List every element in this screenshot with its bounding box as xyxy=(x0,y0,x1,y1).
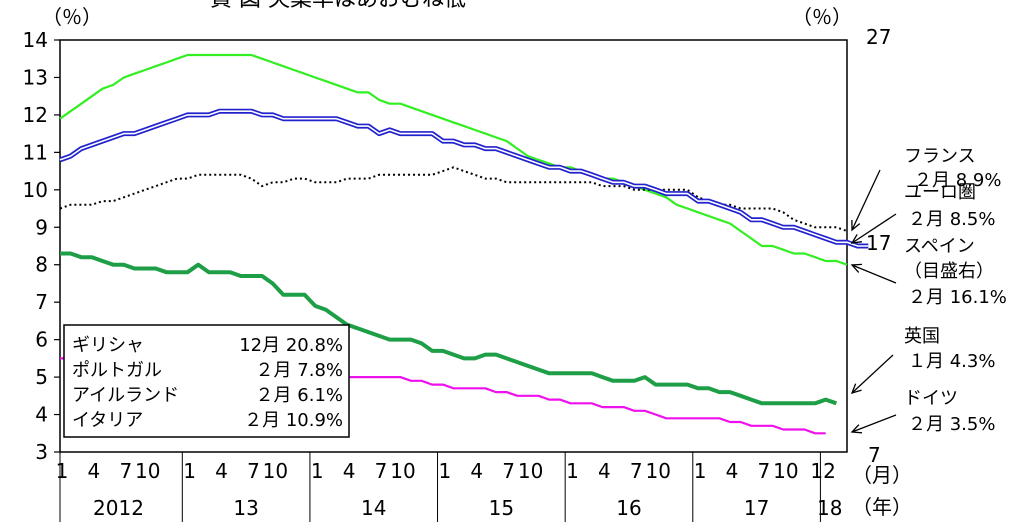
legend-frame xyxy=(63,324,350,438)
y-tick-label: 4 xyxy=(35,403,48,427)
legend-value: 12月 20.8% xyxy=(239,335,343,356)
year-label: 18 xyxy=(817,496,842,520)
year-label: 2012 xyxy=(93,496,144,520)
y-tick-label: 12 xyxy=(23,103,48,127)
right-unit-label: （％） xyxy=(792,5,852,29)
legend-country: ギリシャ xyxy=(72,335,144,356)
series-line-0-inner xyxy=(59,110,869,247)
y-tick-label: 11 xyxy=(23,140,48,164)
month-tick-label: 1 xyxy=(56,459,69,483)
legend-country: イタリア xyxy=(72,410,143,431)
month-tick-label: 4 xyxy=(215,459,228,483)
annotation-arrow xyxy=(851,169,881,231)
month-tick-label: 7 xyxy=(119,459,132,483)
plot-frame xyxy=(59,39,848,453)
annotation-label: スペイン xyxy=(904,236,975,257)
legend-value: ２月 7.8% xyxy=(256,360,343,381)
right-tick-label: 17 xyxy=(866,231,891,255)
annotation-label: ２月 8.9% xyxy=(914,170,1001,191)
y-tick-label: 9 xyxy=(35,215,48,239)
annotations: フランス ２月 8.9%ユーロ圏 ２月 8.5% スペイン （目盛右） ２月 16.1% 英… xyxy=(850,146,1007,435)
month-tick-label: 7 xyxy=(375,459,388,483)
month-tick-label: 7 xyxy=(758,459,771,483)
legend-country: ポルトガル xyxy=(72,360,162,381)
month-tick-label: 1 xyxy=(566,459,579,483)
right-axis-ticks: 7 17 27 xyxy=(866,25,891,467)
annotation-arrow xyxy=(851,213,897,244)
month-tick-label: 10 xyxy=(773,459,798,483)
month-tick-label: 4 xyxy=(343,459,356,483)
y-tick-label: 10 xyxy=(23,178,48,202)
annotation-label: １月 4.3% xyxy=(908,351,995,372)
annotation-arrow xyxy=(851,264,897,284)
series-layer xyxy=(59,53,869,435)
month-tick-label: 10 xyxy=(645,459,670,483)
month-tick-label: 10 xyxy=(390,459,415,483)
annotation-arrowhead xyxy=(851,219,861,232)
annotation-arrowhead xyxy=(850,424,863,434)
month-tick-label: 1 xyxy=(311,459,324,483)
annotation-label: ユーロ圏 xyxy=(904,182,976,203)
annotation-label: 英国 xyxy=(904,326,940,347)
y-tick-label: 5 xyxy=(35,365,48,389)
month-tick-label: 12 xyxy=(810,459,835,483)
year-unit: （年） xyxy=(852,495,912,519)
month-tick-label: 10 xyxy=(263,459,288,483)
x-axis: 2012 13 14 15 16 17 181 4 7 10 1 4 7 10 1 4 7 10 1 4 7 10 1 4 7 1… xyxy=(56,452,842,522)
month-tick-label: 4 xyxy=(470,459,483,483)
year-label: 14 xyxy=(361,496,386,520)
legend-country: アイルランド xyxy=(72,385,179,406)
right-tick-label: 27 xyxy=(866,25,891,49)
month-tick-label: 1 xyxy=(694,459,707,483)
month-tick-label: 7 xyxy=(630,459,643,483)
right-tick-label: 7 xyxy=(868,443,881,467)
annotation-arrowhead xyxy=(850,234,862,244)
series-line-3 xyxy=(60,251,838,406)
annotation-label: ２月 3.5% xyxy=(908,414,995,435)
month-unit: （月） xyxy=(852,463,912,487)
y-tick-label: 13 xyxy=(23,65,48,89)
left-unit-label: （％） xyxy=(42,5,102,29)
y-tick-label: 6 xyxy=(35,328,48,352)
annotation-label: ２月 8.5% xyxy=(908,209,995,230)
year-label: 17 xyxy=(744,496,769,520)
series-line-1 xyxy=(59,166,848,232)
annotation-label: ２月 16.1% xyxy=(908,287,1007,308)
annotation-arrow xyxy=(851,414,897,433)
month-tick-label: 4 xyxy=(726,459,739,483)
year-label: 15 xyxy=(489,496,514,520)
legend-value: ２月 10.9% xyxy=(244,410,343,431)
legend-box: ギリシャ 12月 20.8% ポルトガル ２月 7.8% アイルランド ２月 6.1% イタ… xyxy=(63,324,350,438)
month-tick-label: 1 xyxy=(183,459,196,483)
annotation-arrow xyxy=(851,354,894,394)
month-tick-label: 10 xyxy=(518,459,543,483)
chart-title-fragment: 資 図 失業率はあおむね低 xyxy=(210,0,466,12)
y-tick-label: 3 xyxy=(35,440,48,464)
legend-value: ２月 6.1% xyxy=(256,385,343,406)
annotation-label: フランス xyxy=(904,146,976,167)
month-tick-label: 1 xyxy=(438,459,451,483)
left-axis-ticks: 3 4 5 6 7 8 9 10 11 12 13 14 xyxy=(23,28,60,464)
annotation-label: （目盛右） xyxy=(904,261,994,282)
annotation-arrowhead xyxy=(850,383,862,395)
y-tick-label: 14 xyxy=(23,28,48,52)
month-tick-label: 7 xyxy=(247,459,260,483)
y-tick-label: 8 xyxy=(35,253,48,277)
year-label: 13 xyxy=(233,496,258,520)
year-label: 16 xyxy=(616,496,641,520)
month-tick-label: 7 xyxy=(502,459,515,483)
month-tick-label: 10 xyxy=(135,459,160,483)
month-tick-label: 4 xyxy=(598,459,611,483)
month-tick-label: 4 xyxy=(88,459,101,483)
series-line-2 xyxy=(59,53,848,266)
annotation-label: ドイツ xyxy=(904,388,958,409)
annotation-arrowhead xyxy=(850,263,863,273)
y-tick-label: 7 xyxy=(35,290,48,314)
